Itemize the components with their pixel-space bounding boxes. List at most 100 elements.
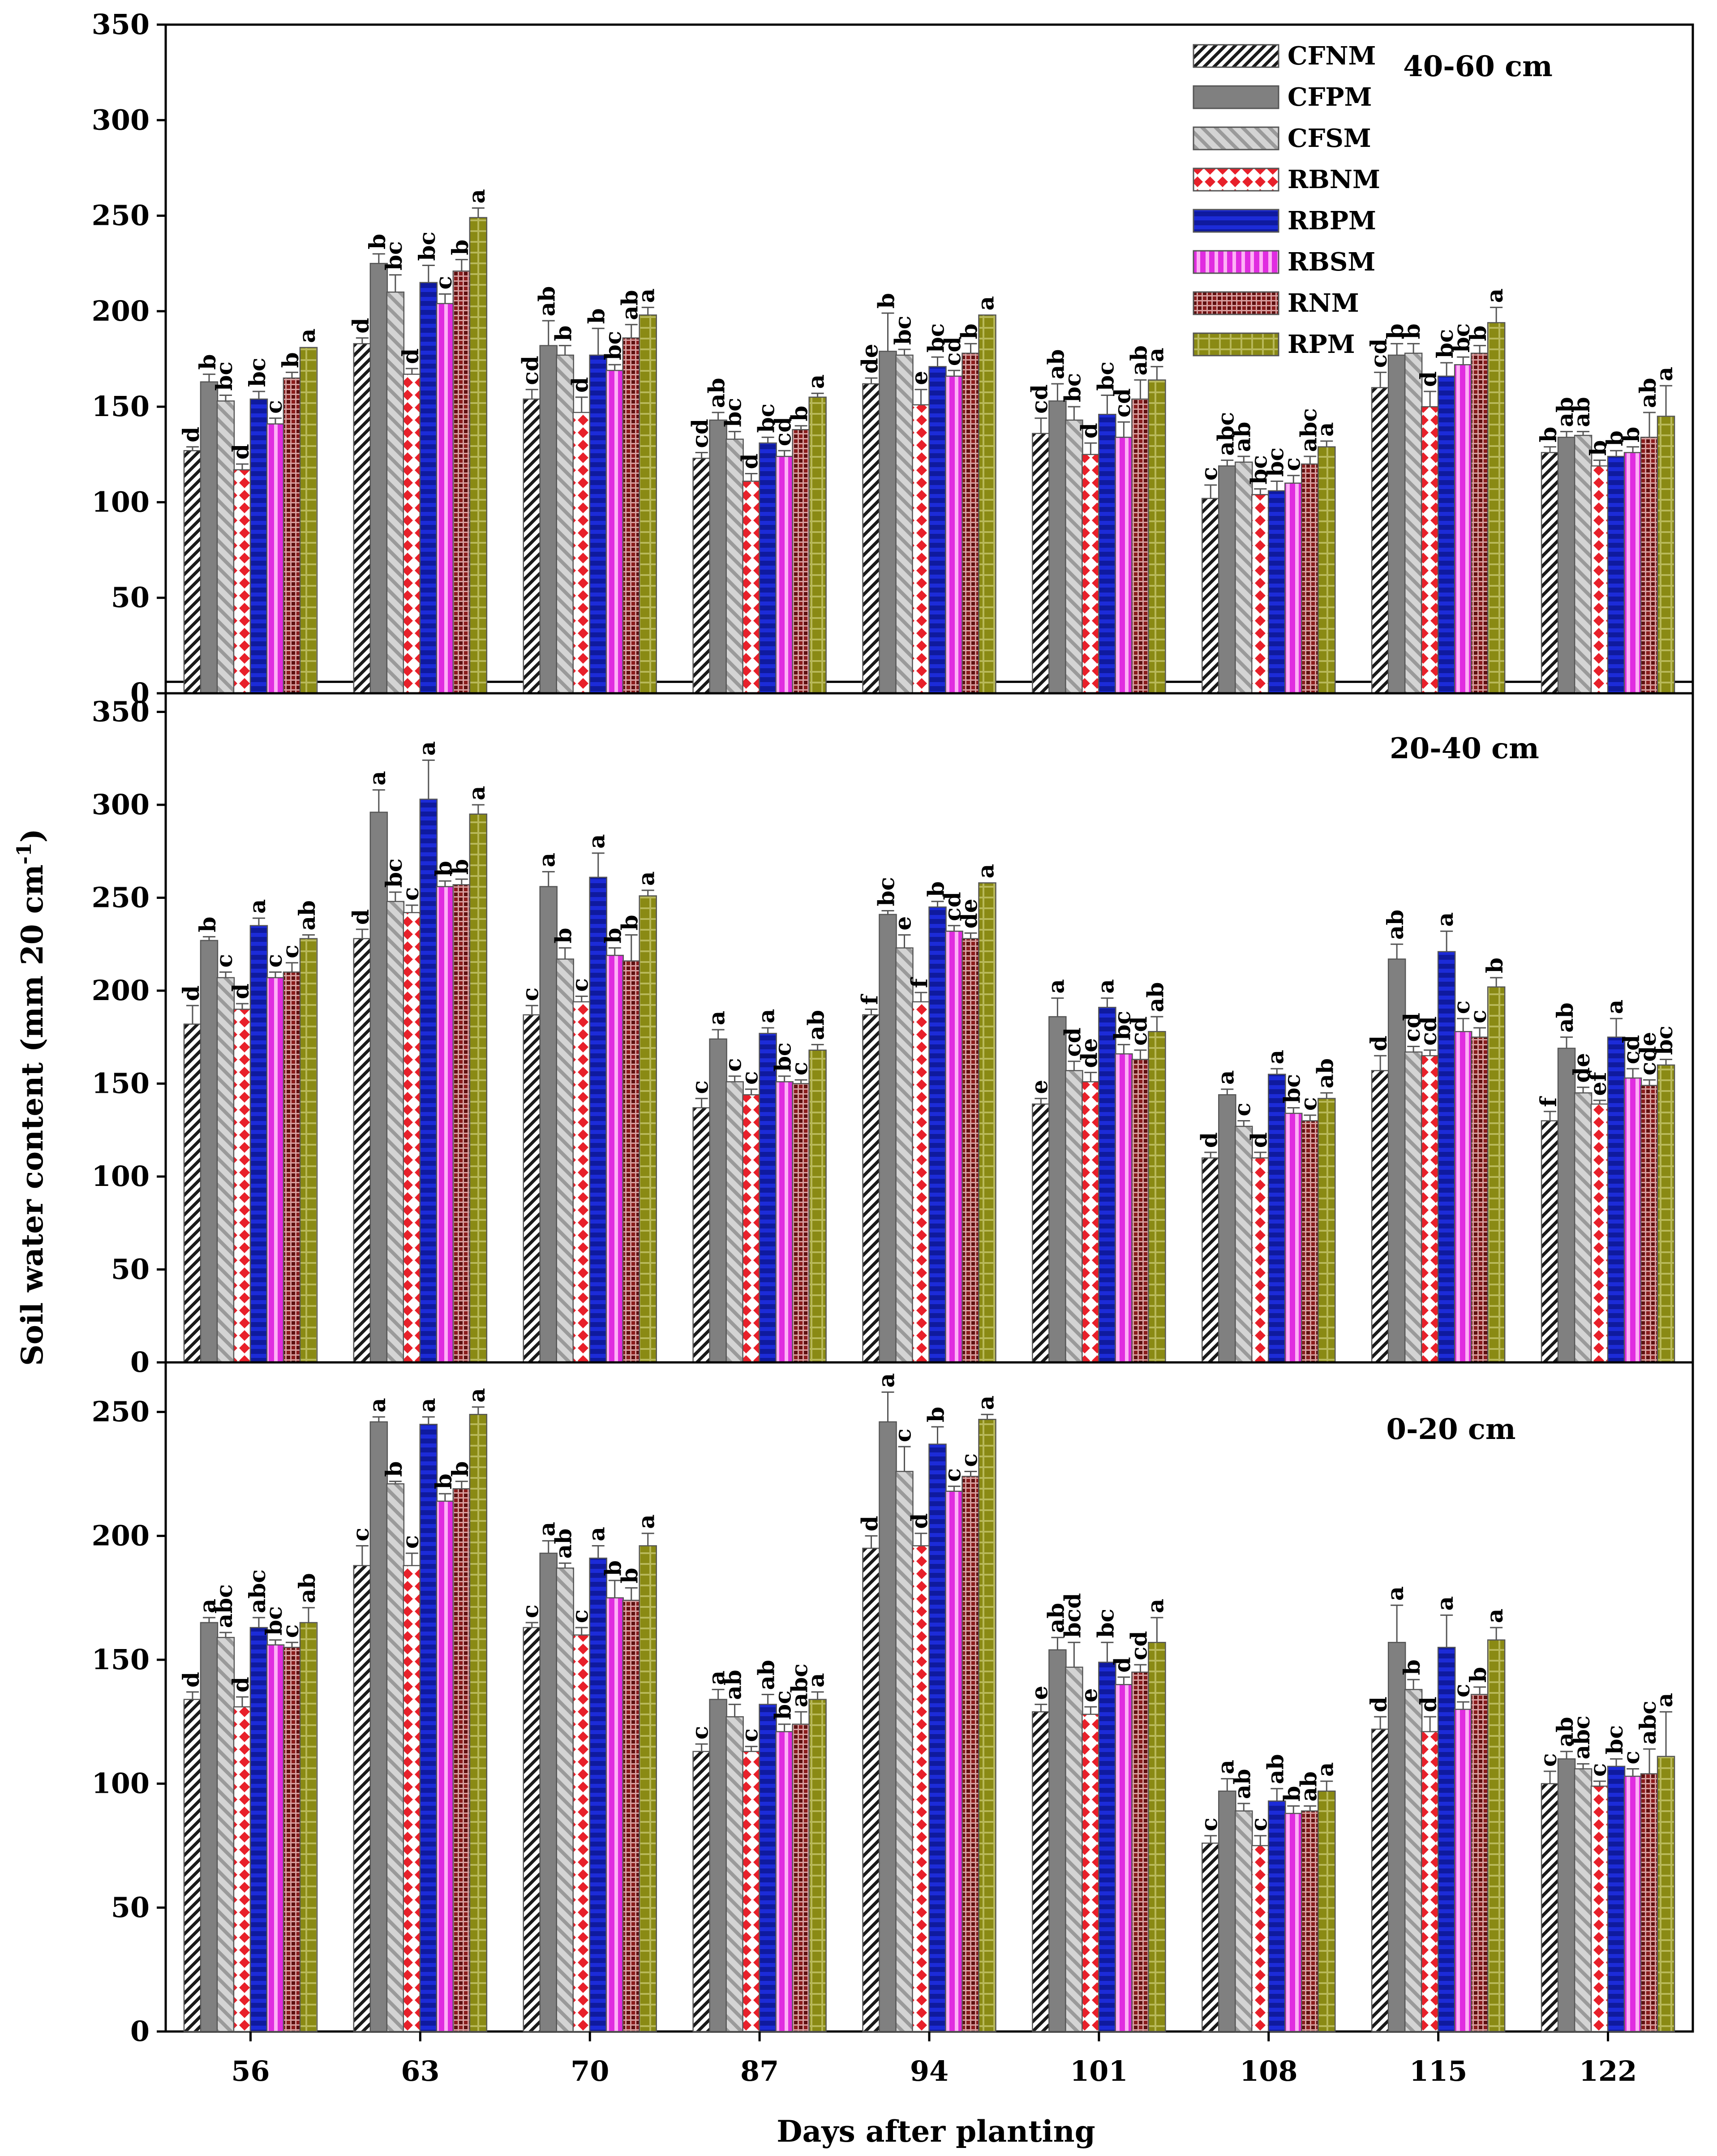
bar-rbpm — [1437, 1647, 1456, 2032]
bar-cfsm — [216, 1636, 235, 2032]
bar-rbnm — [742, 481, 760, 694]
bar-rbnm — [1251, 494, 1270, 694]
significance-letter: bc — [381, 241, 407, 270]
significance-letter: b — [584, 308, 610, 324]
y-tick-label: 100 — [92, 1160, 150, 1193]
significance-letter: b — [194, 917, 221, 932]
bar-rbpm — [1268, 1800, 1286, 2032]
significance-letter: c — [211, 954, 237, 967]
legend-swatch-rnm — [1193, 291, 1279, 315]
y-tick-label: 350 — [92, 8, 150, 41]
significance-letter: bc — [1092, 1609, 1119, 1638]
significance-letter: d — [228, 1677, 254, 1692]
bar-cfpm — [369, 262, 388, 694]
significance-letter: bc — [770, 1042, 796, 1071]
bar-rpm — [1148, 1642, 1166, 2032]
significance-letter: b — [550, 326, 577, 341]
bar-cfsm — [386, 1483, 405, 2032]
significance-letter: a — [294, 328, 320, 343]
bar-rnm — [622, 337, 640, 694]
significance-letter: a — [873, 1373, 900, 1387]
significance-letter: a — [1142, 348, 1168, 362]
bar-rnm — [283, 1647, 301, 2032]
significance-letter: cd — [1415, 1016, 1442, 1045]
bar-cfsm — [1065, 419, 1083, 694]
bar-rbsm — [1623, 452, 1642, 694]
bar-cfpm — [1387, 354, 1406, 694]
bar-rbpm — [759, 1704, 777, 2032]
significance-letter: d — [1365, 1035, 1392, 1051]
significance-letter: e — [1026, 1080, 1052, 1094]
bar-cfnm — [692, 458, 711, 694]
x-tick-label: 122 — [1579, 2055, 1637, 2087]
bar-cfsm — [1065, 1070, 1083, 1363]
bar-rnm — [792, 1083, 810, 1363]
bar-rnm — [962, 938, 980, 1363]
bar-rpm — [1487, 1639, 1506, 2032]
bar-cfnm — [523, 1627, 541, 2032]
significance-letter: abc — [1635, 1701, 1661, 1744]
bar-rbsm — [945, 1490, 963, 2032]
bar-cfpm — [539, 886, 558, 1363]
bar-rnm — [1131, 1671, 1150, 2032]
significance-letter: c — [1585, 1763, 1611, 1777]
legend-label-cfsm: CFSM — [1288, 124, 1371, 153]
significance-letter: d — [1415, 1696, 1442, 1712]
bar-rpm — [1148, 379, 1166, 694]
bar-rpm — [639, 314, 657, 694]
bar-cfpm — [1218, 1094, 1236, 1363]
bar-rnm — [1131, 1059, 1150, 1363]
legend-swatch-cfpm — [1193, 85, 1279, 109]
bar-cfsm — [1235, 461, 1253, 694]
significance-letter: bc — [770, 1690, 796, 1719]
significance-letter: bc — [1262, 447, 1288, 477]
bar-rbsm — [436, 303, 455, 694]
significance-letter: cde — [1635, 1032, 1661, 1075]
significance-letter: a — [633, 288, 660, 303]
legend-swatch-cfnm — [1193, 44, 1279, 68]
bar-rpm — [1657, 1756, 1675, 2032]
significance-letter: c — [517, 1605, 544, 1618]
significance-letter: cd — [1026, 384, 1052, 413]
bar-rnm — [1640, 1773, 1659, 2032]
significance-letter: a — [1212, 1070, 1239, 1085]
significance-letter: b — [1601, 430, 1628, 446]
significance-letter: c — [277, 945, 304, 958]
bar-rpm — [1487, 986, 1506, 1363]
legend-label-rbnm: RBNM — [1288, 165, 1380, 194]
significance-letter: cd — [940, 337, 966, 366]
significance-letter: b — [1399, 323, 1425, 339]
y-tick-label: 150 — [92, 1643, 150, 1676]
significance-letter: d — [228, 984, 254, 999]
y-tick-label: 250 — [92, 881, 150, 914]
bar-rbpm — [928, 366, 947, 694]
bar-cfnm — [183, 1023, 202, 1363]
bar-rbpm — [589, 1557, 607, 2032]
bar-rnm — [962, 1476, 980, 2032]
significance-letter: cd — [1109, 388, 1135, 417]
bar-rbpm — [419, 1424, 438, 2032]
bar-rpm — [469, 813, 488, 1363]
significance-letter: c — [786, 1062, 813, 1075]
significance-letter: ab — [294, 1573, 320, 1603]
x-tick-label: 108 — [1240, 2055, 1297, 2087]
bar-cfsm — [1065, 1666, 1083, 2032]
bar-cfnm — [523, 1014, 541, 1363]
bar-rbnm — [1421, 1055, 1439, 1363]
bar-cfpm — [1218, 465, 1236, 694]
significance-letter: c — [567, 1610, 593, 1623]
significance-letter: c — [277, 1624, 304, 1638]
significance-letter: b — [873, 293, 900, 309]
significance-letter: bc — [1279, 1074, 1305, 1103]
significance-letter: c — [1196, 1817, 1222, 1831]
bar-cfpm — [539, 1552, 558, 2032]
bar-rbsm — [1115, 1053, 1133, 1363]
bar-rbnm — [403, 912, 421, 1363]
significance-letter: c — [1245, 1817, 1272, 1831]
bar-rbsm — [1623, 1775, 1642, 2032]
significance-letter: ab — [1043, 1603, 1069, 1633]
bar-rnm — [1301, 1810, 1319, 2032]
bar-rbpm — [589, 354, 607, 694]
legend-swatch-rbnm — [1193, 167, 1279, 192]
bar-rbnm — [233, 1706, 252, 2032]
